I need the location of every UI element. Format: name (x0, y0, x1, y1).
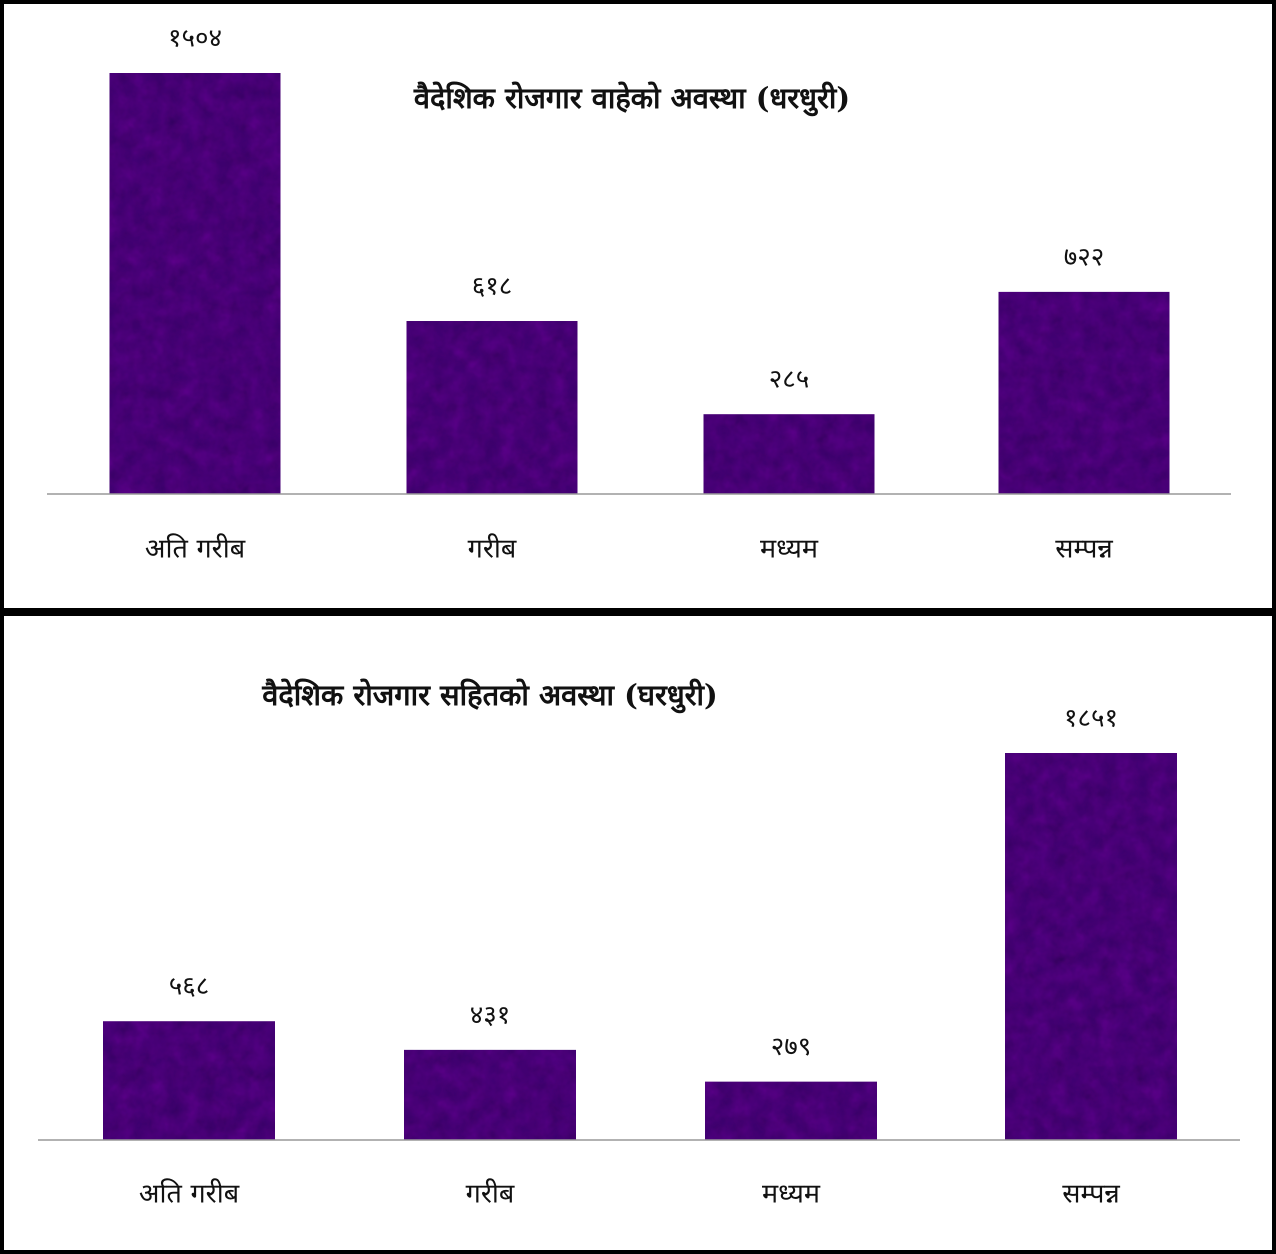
bar (406, 321, 578, 494)
value-label: ७२२ (1064, 242, 1105, 272)
x-tick-label: सम्पन्न (1062, 1179, 1120, 1210)
value-label: ५६८ (169, 972, 210, 1002)
panel-border (0, 0, 1276, 612)
x-tick-label: अति गरीब (145, 533, 246, 565)
chart-title: वैदेशिक रोजगार वाहेको अवस्था (धरधुरी) (413, 81, 850, 117)
bar (109, 73, 281, 494)
panel-border (0, 612, 1276, 1254)
chart-title: वैदेशिक रोजगार सहितको अवस्था (घरधुरी) (261, 678, 718, 714)
x-tick-label: गरीब (466, 1178, 515, 1210)
value-label: ४३१ (470, 1000, 511, 1030)
bar (103, 1021, 275, 1140)
x-tick-label: सम्पन्न (1055, 534, 1113, 565)
value-label: १५०४ (168, 24, 222, 54)
value-label: २७९ (771, 1032, 812, 1062)
x-tick-label: मध्यम (760, 534, 819, 565)
value-label: २८५ (769, 365, 810, 395)
bar (705, 1081, 877, 1140)
bar (1005, 753, 1177, 1140)
x-tick-label: गरीब (468, 533, 517, 565)
bar (404, 1049, 576, 1140)
value-label: १८५१ (1064, 704, 1118, 734)
value-label: ६१८ (472, 272, 513, 302)
bar (998, 291, 1170, 494)
x-tick-label: अति गरीब (139, 1178, 240, 1210)
x-tick-label: मध्यम (762, 1179, 821, 1210)
bar (703, 414, 875, 494)
